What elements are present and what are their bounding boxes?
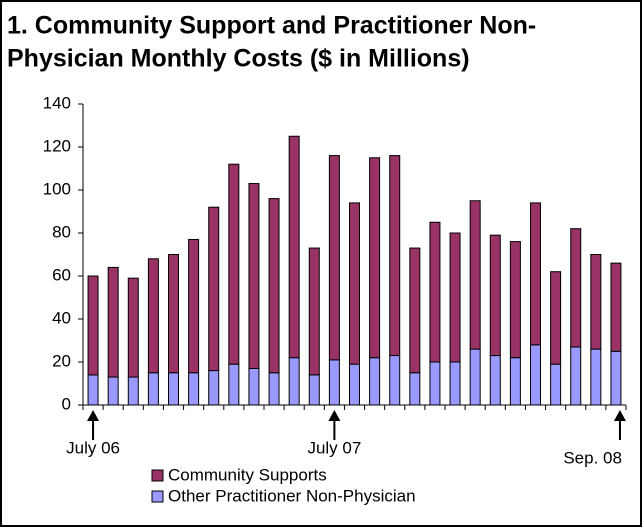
bar-segment <box>550 363 562 406</box>
bar-segment <box>509 357 521 406</box>
bar-segment <box>570 346 582 406</box>
x-tick-label: July 07 <box>307 438 361 457</box>
bar-segment <box>228 163 240 365</box>
bar-segment <box>409 247 421 374</box>
bar-segment <box>87 374 99 406</box>
bar-segment <box>268 198 280 374</box>
bar-segment <box>489 355 501 406</box>
y-tick-label: 140 <box>43 93 71 112</box>
y-tick-label: 100 <box>43 179 71 198</box>
y-tick-label: 120 <box>43 136 71 155</box>
bar-segment <box>147 258 159 374</box>
bar-segment <box>328 359 340 406</box>
bar-segment <box>449 232 461 363</box>
bar-segment <box>107 266 119 378</box>
legend-label: Other Practitioner Non-Physician <box>168 486 416 505</box>
bar-segment <box>228 363 240 406</box>
bar-segment <box>469 200 481 350</box>
arrow-head <box>613 410 626 421</box>
bar-segment <box>349 363 360 406</box>
bar-segment <box>127 277 139 378</box>
y-tick-label: 0 <box>62 394 71 413</box>
bar-segment <box>288 135 300 359</box>
bar-segment <box>188 238 200 374</box>
y-tick-label: 80 <box>52 222 71 241</box>
bar-segment <box>369 157 381 359</box>
bar-segment <box>107 376 119 406</box>
bar-segment <box>349 202 360 365</box>
bar-segment <box>268 372 280 406</box>
bar-segment <box>208 206 220 372</box>
bar-segment <box>530 344 541 406</box>
legend-swatch <box>151 469 164 482</box>
bar-segment <box>248 367 260 406</box>
bar-segment <box>127 376 139 406</box>
bar-segment <box>168 372 179 406</box>
bar-segment <box>590 254 602 350</box>
bar-segment <box>429 361 441 406</box>
bar-segment <box>308 374 320 406</box>
legend-label: Community Supports <box>168 465 327 484</box>
legend-swatch <box>151 490 164 503</box>
x-tick-label: Sep. 08 <box>563 448 622 467</box>
bar-segment <box>147 372 159 406</box>
bar-segment <box>570 228 582 348</box>
bar-segment <box>489 234 501 357</box>
arrow-head <box>87 410 100 421</box>
chart-title: 1. Community Support and Practitioner No… <box>7 12 536 40</box>
bar-segment <box>429 221 441 363</box>
bar-segment <box>248 183 260 369</box>
bar-segment <box>509 241 521 359</box>
bar-segment <box>389 155 401 357</box>
bar-segment <box>87 275 99 376</box>
bar-segment <box>449 361 461 406</box>
y-tick-label: 40 <box>52 308 71 327</box>
arrow-head <box>328 410 341 421</box>
bar-segment <box>168 254 179 374</box>
bar-segment <box>389 355 401 406</box>
y-tick-label: 20 <box>52 351 71 370</box>
bar-segment <box>590 348 602 406</box>
bar-segment <box>469 348 481 406</box>
bar-segment <box>610 262 622 352</box>
bar-segment <box>610 350 622 406</box>
bar-segment <box>530 202 541 346</box>
bar-segment <box>369 357 381 406</box>
x-tick-label: July 06 <box>66 438 120 457</box>
bar-segment <box>208 370 220 406</box>
y-tick-label: 60 <box>52 265 71 284</box>
bar-segment <box>328 155 340 361</box>
bar-segment <box>550 271 562 365</box>
bar-segment <box>288 357 300 406</box>
bar-segment <box>308 247 320 376</box>
chart-title: Physician Monthly Costs ($ in Millions) <box>7 45 470 73</box>
bar-segment <box>188 372 200 406</box>
bar-segment <box>409 372 421 406</box>
